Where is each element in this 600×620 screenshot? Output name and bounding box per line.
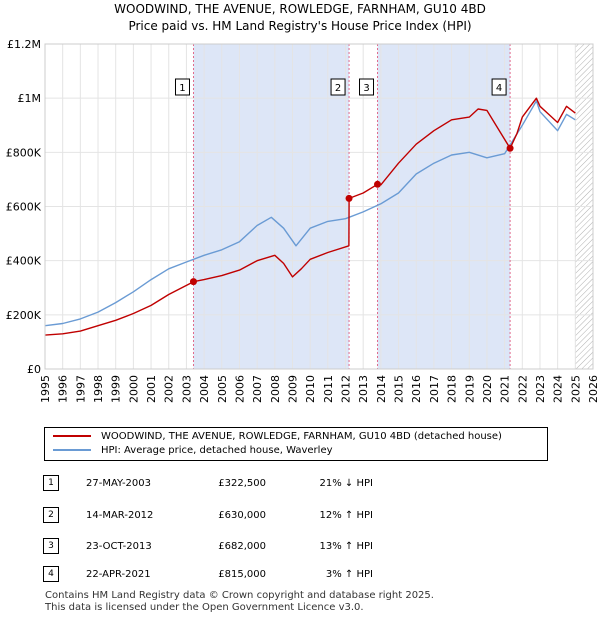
y-tick-label: £600K (6, 201, 42, 214)
footer-copyright: Contains HM Land Registry data © Crown c… (45, 590, 434, 601)
y-tick-label: £800K (6, 146, 42, 159)
legend-label-hpi: HPI: Average price, detached house, Wave… (101, 445, 333, 456)
transaction-hpi-diff: 21% ↓ HPI (319, 478, 373, 489)
transaction-marker-box (174, 78, 190, 96)
transaction-number: 1 (43, 475, 59, 491)
transaction-price: £630,000 (218, 510, 266, 521)
chart-subtitle: Price paid vs. HM Land Registry's House … (128, 19, 472, 33)
transaction-marker-box (491, 78, 507, 96)
transaction-marker-label: 1 (179, 83, 185, 94)
y-tick-label: £1M (18, 92, 42, 105)
x-tick-label: 1996 (57, 375, 70, 403)
transaction-point (506, 144, 514, 152)
series-line-property (45, 97, 576, 336)
transaction-hpi-diff: 12% ↑ HPI (319, 510, 373, 521)
transaction-point (345, 194, 353, 202)
x-tick-label: 2025 (569, 375, 582, 403)
footer-licence: This data is licensed under the Open Gov… (45, 602, 364, 613)
transaction-price: £682,000 (218, 541, 266, 552)
legend-item-property: WOODWIND, THE AVENUE, ROWLEDGE, FARNHAM,… (53, 430, 502, 444)
table-row: 2 14-MAR-2012 £630,000 12% ↑ HPI (0, 507, 600, 525)
series-group (45, 97, 576, 336)
y-tick-label: £400K (6, 255, 42, 268)
table-row: 3 23-OCT-2013 £682,000 13% ↑ HPI (0, 538, 600, 556)
x-tick-label: 2006 (233, 375, 246, 403)
x-tick-label: 1995 (39, 375, 52, 403)
x-tick-label: 2001 (145, 375, 158, 403)
x-tick-label: 2015 (393, 375, 406, 403)
transaction-number: 3 (43, 538, 59, 554)
transaction-date: 23-OCT-2013 (86, 541, 152, 552)
legend: WOODWIND, THE AVENUE, ROWLEDGE, FARNHAM,… (44, 427, 548, 461)
transaction-hpi-diff: 13% ↑ HPI (319, 541, 373, 552)
transaction-marker-label: 2 (335, 83, 341, 94)
x-tick-label: 2008 (269, 375, 282, 403)
x-tick-label: 2017 (428, 375, 441, 403)
transaction-number: 4 (43, 566, 59, 582)
price-chart: £0 £200K £400K £600K £800K £1M £1.2M 1995 1996 19… (6, 38, 600, 403)
x-tick-label: 2002 (163, 375, 176, 403)
plot-frame (44, 43, 594, 370)
transaction-date: 22-APR-2021 (86, 569, 151, 580)
transaction-point (374, 180, 382, 188)
x-tick-label: 2023 (534, 375, 547, 403)
y-tick-label: £200K (6, 309, 42, 322)
x-tick-label: 2004 (198, 375, 211, 403)
x-tick-label: 2014 (375, 375, 388, 403)
transaction-number: 2 (43, 507, 59, 523)
transaction-marker-box (330, 78, 346, 96)
y-tick-label: £1.2M (7, 38, 41, 51)
transaction-marker-label: 4 (496, 83, 502, 94)
x-tick-label: 2021 (499, 375, 512, 403)
transaction-point (189, 278, 197, 286)
chart-title: WOODWIND, THE AVENUE, ROWLEDGE, FARNHAM,… (114, 2, 486, 16)
x-tick-label: 2019 (463, 375, 476, 403)
x-tick-label: 2010 (304, 375, 317, 403)
x-tick-label: 2011 (322, 375, 335, 403)
y-tick-label: £0 (27, 363, 41, 376)
transaction-price: £322,500 (218, 478, 266, 489)
transaction-marker-box (359, 78, 375, 96)
x-tick-label: 2003 (180, 375, 193, 403)
x-tick-label: 2016 (410, 375, 423, 403)
x-tick-label: 2022 (516, 375, 529, 403)
transaction-hpi-diff: 3% ↑ HPI (325, 569, 373, 580)
x-tick-label: 2024 (552, 375, 565, 403)
x-tick-label: 1997 (74, 375, 87, 403)
x-tick-label: 2009 (286, 375, 299, 403)
x-tick-label: 2013 (357, 375, 370, 403)
x-tick-label: 2026 (587, 375, 600, 403)
legend-swatch-property (53, 435, 91, 437)
legend-swatch-hpi (53, 449, 91, 451)
table-row: 1 27-MAY-2003 £322,500 21% ↓ HPI (0, 475, 600, 493)
x-tick-label: 2020 (481, 375, 494, 403)
x-tick-label: 1998 (92, 375, 105, 403)
x-tick-label: 2005 (216, 375, 229, 403)
x-tick-label: 2000 (127, 375, 140, 403)
legend-label-property: WOODWIND, THE AVENUE, ROWLEDGE, FARNHAM,… (101, 431, 502, 442)
legend-item-hpi: HPI: Average price, detached house, Wave… (53, 444, 333, 458)
transaction-date: 27-MAY-2003 (86, 478, 152, 489)
x-tick-label: 2012 (340, 375, 353, 403)
transaction-date: 14-MAR-2012 (86, 510, 154, 521)
transaction-price: £815,000 (218, 569, 266, 580)
x-tick-label: 2007 (251, 375, 264, 403)
x-tick-label: 2018 (446, 375, 459, 403)
table-row: 4 22-APR-2021 £815,000 3% ↑ HPI (0, 566, 600, 584)
transaction-marker-label: 3 (363, 83, 369, 94)
x-tick-label: 1999 (110, 375, 123, 403)
